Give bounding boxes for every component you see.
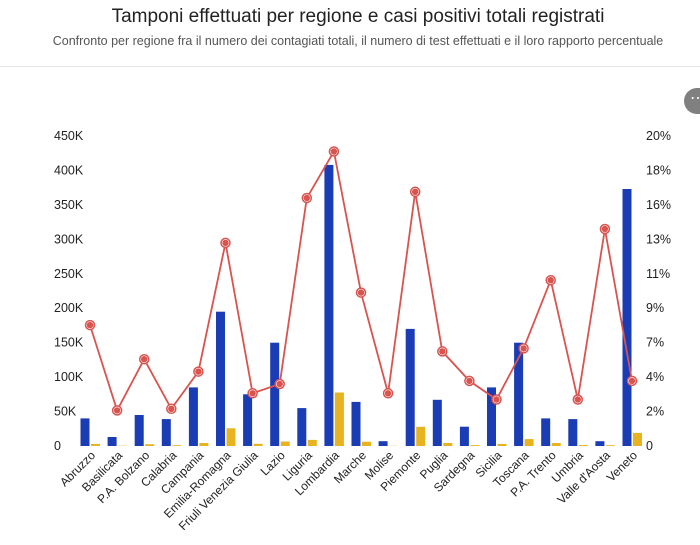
ratio-point-fill: [276, 380, 283, 388]
y-tick-label: 100K: [54, 370, 84, 384]
bar-total: [243, 394, 253, 446]
bar-total: [270, 342, 280, 446]
bar-total: [568, 419, 578, 446]
y-tick-label: 350K: [54, 198, 84, 212]
bars-layer: [80, 164, 642, 446]
bar-total: [378, 441, 388, 446]
y2-tick-label: 4%: [646, 370, 664, 384]
bar-positive: [416, 426, 426, 446]
y2-tick-label: 11%: [646, 267, 670, 281]
bar-positive: [307, 439, 317, 446]
y-tick-label: 200K: [54, 301, 84, 315]
bar-positive: [334, 392, 344, 446]
y2-tick-label: 20%: [646, 129, 671, 143]
ratio-point-fill: [601, 225, 609, 233]
ratio-point-fill: [574, 396, 581, 403]
ratio-point-fill: [168, 405, 175, 412]
line-layer: [84, 146, 638, 416]
ratio-point-fill: [384, 390, 392, 397]
y2-tick-label: 0: [646, 439, 653, 453]
bar-positive: [226, 428, 236, 446]
y-tick-label: 300K: [54, 232, 84, 246]
bar-total: [107, 437, 117, 446]
bar-total: [595, 441, 605, 446]
bar-total: [297, 408, 307, 446]
y-tick-label: 50K: [54, 405, 77, 419]
ratio-point-fill: [493, 396, 500, 403]
ratio-point-fill: [86, 321, 94, 329]
ratio-point-fill: [330, 148, 338, 155]
bar-total: [405, 328, 415, 446]
bar-positive: [497, 443, 507, 446]
bar-total: [351, 401, 361, 446]
y-tick-label: 250K: [54, 267, 84, 281]
y-tick-label: 0: [54, 439, 61, 453]
y-axis-left: 450K 400K 350K 300K 250K 200K 150K 100K 50K 0: [54, 129, 84, 453]
bar-positive: [524, 439, 534, 446]
bar-total: [541, 418, 551, 446]
bar-total: [487, 387, 496, 446]
ratio-point-fill: [113, 407, 121, 414]
ratio-point-fill: [466, 377, 473, 385]
more-options-button[interactable]: ⋯: [684, 88, 700, 114]
y2-tick-label: 2%: [646, 405, 664, 419]
bar-total: [324, 164, 334, 446]
y-tick-label: 400K: [54, 163, 84, 177]
bar-positive: [362, 441, 371, 446]
bar-total: [622, 189, 632, 446]
bar-positive: [172, 445, 182, 446]
bar-total: [514, 342, 524, 446]
y2-tick-label: 9%: [646, 301, 664, 315]
y2-tick-label: 18%: [646, 163, 671, 177]
bar-total: [216, 311, 225, 446]
ratio-point-fill: [195, 368, 202, 375]
chart-subtitle: Confronto per regione fra il numero dei …: [52, 34, 664, 48]
bar-positive: [91, 443, 100, 446]
ratio-point-fill: [222, 239, 229, 247]
bar-positive: [253, 443, 263, 446]
bar-positive: [633, 432, 642, 446]
y2-tick-label: 16%: [646, 198, 671, 212]
y-axis-right: 20% 18% 16% 13% 11% 9% 7% 4% 2% 0: [646, 129, 671, 453]
bar-positive: [145, 444, 155, 446]
x-category-label: Veneto: [604, 448, 641, 485]
ratio-point-fill: [520, 345, 527, 352]
y2-tick-label: 13%: [646, 232, 671, 246]
bar-total: [80, 418, 90, 446]
bar-positive: [443, 443, 453, 446]
bar-total: [134, 415, 144, 446]
ratio-point-fill: [547, 277, 554, 284]
bar-total: [161, 419, 171, 446]
bar-positive: [470, 445, 480, 446]
ratio-point-fill: [412, 188, 419, 195]
bar-total: [432, 399, 442, 446]
header-divider: [0, 66, 700, 67]
bar-positive: [199, 443, 209, 446]
chart-title: Tamponi effettuati per regione e casi po…: [111, 6, 605, 27]
ratio-point-fill: [303, 194, 310, 202]
ratio-point-fill: [249, 390, 256, 397]
ratio-point-fill: [628, 377, 636, 385]
y-tick-label: 150K: [54, 336, 84, 350]
ratio-point-fill: [357, 289, 365, 296]
ratio-point-fill: [439, 348, 446, 355]
bar-positive: [578, 445, 588, 446]
bar-positive: [280, 441, 290, 446]
bar-positive: [551, 443, 561, 446]
bar-positive: [605, 445, 615, 446]
y-tick-label: 450K: [54, 129, 84, 143]
ratio-point-fill: [141, 356, 148, 363]
y2-tick-label: 7%: [646, 336, 664, 350]
bar-total: [188, 387, 198, 446]
bar-total: [459, 426, 469, 446]
more-horizontal-icon: ⋯: [690, 90, 700, 107]
